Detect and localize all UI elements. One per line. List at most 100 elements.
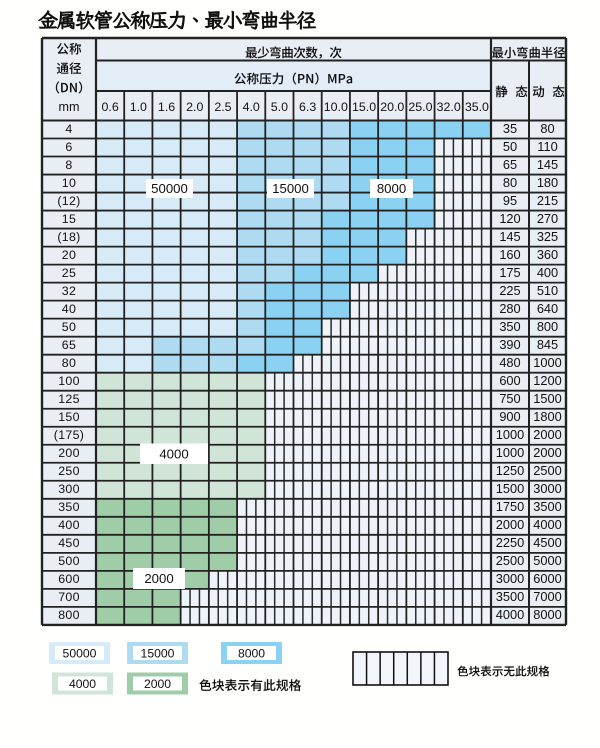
svg-text:4.0: 4.0 bbox=[243, 100, 260, 114]
svg-text:1.0: 1.0 bbox=[130, 100, 147, 114]
svg-text:1000: 1000 bbox=[496, 445, 524, 460]
svg-text:4: 4 bbox=[65, 122, 72, 136]
svg-text:3000: 3000 bbox=[533, 481, 561, 496]
svg-text:5.0: 5.0 bbox=[271, 100, 288, 114]
svg-text:(12): (12) bbox=[57, 194, 80, 208]
svg-text:4000: 4000 bbox=[69, 677, 96, 691]
svg-text:900: 900 bbox=[499, 409, 520, 424]
svg-text:20: 20 bbox=[62, 248, 76, 262]
svg-text:250: 250 bbox=[58, 464, 80, 478]
svg-text:600: 600 bbox=[58, 572, 80, 586]
svg-text:6: 6 bbox=[65, 140, 72, 154]
svg-text:35.0: 35.0 bbox=[465, 100, 489, 114]
svg-text:5000: 5000 bbox=[533, 553, 561, 568]
svg-text:110: 110 bbox=[537, 139, 557, 154]
svg-text:510: 510 bbox=[537, 283, 558, 298]
svg-text:800: 800 bbox=[58, 608, 80, 622]
svg-text:280: 280 bbox=[499, 301, 520, 316]
svg-text:600: 600 bbox=[499, 373, 520, 388]
svg-text:25.0: 25.0 bbox=[408, 100, 432, 114]
svg-text:400: 400 bbox=[537, 265, 558, 280]
svg-text:1250: 1250 bbox=[496, 463, 524, 478]
svg-text:10: 10 bbox=[62, 176, 76, 190]
svg-text:3000: 3000 bbox=[496, 571, 524, 586]
svg-text:450: 450 bbox=[58, 536, 80, 550]
svg-text:2250: 2250 bbox=[496, 535, 524, 550]
svg-text:750: 750 bbox=[499, 391, 520, 406]
svg-text:8000: 8000 bbox=[238, 646, 265, 660]
svg-text:15000: 15000 bbox=[141, 646, 175, 660]
svg-text:1000: 1000 bbox=[533, 355, 561, 370]
svg-text:50000: 50000 bbox=[151, 181, 188, 196]
svg-text:4000: 4000 bbox=[159, 446, 188, 461]
svg-text:350: 350 bbox=[58, 500, 80, 514]
svg-text:40: 40 bbox=[62, 302, 76, 316]
svg-text:1800: 1800 bbox=[533, 409, 561, 424]
svg-text:4000: 4000 bbox=[496, 607, 524, 622]
svg-text:(175): (175) bbox=[54, 428, 84, 442]
svg-text:20.0: 20.0 bbox=[380, 100, 404, 114]
svg-text:175: 175 bbox=[499, 265, 520, 280]
svg-text:640: 640 bbox=[537, 301, 558, 316]
svg-text:65: 65 bbox=[62, 338, 76, 352]
svg-text:32.0: 32.0 bbox=[437, 100, 461, 114]
svg-text:80: 80 bbox=[503, 175, 517, 190]
svg-text:480: 480 bbox=[499, 355, 520, 370]
svg-text:6.3: 6.3 bbox=[299, 100, 316, 114]
svg-text:1200: 1200 bbox=[533, 373, 561, 388]
svg-text:325: 325 bbox=[537, 229, 558, 244]
svg-text:2000: 2000 bbox=[144, 571, 173, 586]
svg-text:95: 95 bbox=[503, 193, 517, 208]
svg-text:845: 845 bbox=[537, 337, 558, 352]
svg-text:2000: 2000 bbox=[144, 677, 171, 691]
svg-text:3500: 3500 bbox=[533, 499, 561, 514]
svg-text:8: 8 bbox=[65, 158, 72, 172]
svg-text:120: 120 bbox=[499, 211, 520, 226]
svg-text:7000: 7000 bbox=[533, 589, 561, 604]
svg-text:215: 215 bbox=[537, 193, 558, 208]
svg-text:50: 50 bbox=[503, 139, 517, 154]
svg-text:2000: 2000 bbox=[533, 427, 561, 442]
svg-text:390: 390 bbox=[499, 337, 520, 352]
svg-text:1000: 1000 bbox=[496, 427, 524, 442]
svg-text:150: 150 bbox=[58, 410, 80, 424]
svg-text:2.5: 2.5 bbox=[214, 100, 231, 114]
svg-text:1500: 1500 bbox=[533, 391, 561, 406]
svg-text:65: 65 bbox=[503, 157, 517, 172]
svg-text:270: 270 bbox=[537, 211, 558, 226]
svg-text:80: 80 bbox=[540, 121, 554, 136]
svg-text:300: 300 bbox=[58, 482, 80, 496]
svg-text:500: 500 bbox=[58, 554, 80, 568]
svg-text:8000: 8000 bbox=[377, 181, 406, 196]
svg-text:8000: 8000 bbox=[533, 607, 561, 622]
svg-text:4500: 4500 bbox=[533, 535, 561, 550]
svg-text:125: 125 bbox=[58, 392, 80, 406]
svg-text:35: 35 bbox=[503, 121, 517, 136]
svg-text:3500: 3500 bbox=[496, 589, 524, 604]
svg-text:15.0: 15.0 bbox=[352, 100, 376, 114]
svg-text:50: 50 bbox=[62, 320, 76, 334]
svg-text:400: 400 bbox=[58, 518, 80, 532]
svg-text:mm: mm bbox=[59, 100, 80, 114]
svg-text:50000: 50000 bbox=[63, 646, 97, 660]
svg-text:2000: 2000 bbox=[533, 445, 561, 460]
svg-text:1750: 1750 bbox=[496, 499, 524, 514]
svg-text:2500: 2500 bbox=[533, 463, 561, 478]
svg-text:1500: 1500 bbox=[496, 481, 524, 496]
svg-text:160: 160 bbox=[499, 247, 520, 262]
svg-text:2.0: 2.0 bbox=[186, 100, 203, 114]
svg-text:800: 800 bbox=[537, 319, 558, 334]
svg-text:25: 25 bbox=[62, 266, 76, 280]
svg-text:2000: 2000 bbox=[496, 517, 524, 532]
svg-text:200: 200 bbox=[58, 446, 80, 460]
svg-text:32: 32 bbox=[62, 284, 76, 298]
svg-text:0.6: 0.6 bbox=[101, 100, 118, 114]
svg-text:15: 15 bbox=[62, 212, 76, 226]
svg-text:4000: 4000 bbox=[533, 517, 561, 532]
svg-text:145: 145 bbox=[499, 229, 520, 244]
svg-text:80: 80 bbox=[62, 356, 76, 370]
svg-text:10.0: 10.0 bbox=[324, 100, 348, 114]
svg-text:2500: 2500 bbox=[496, 553, 524, 568]
svg-text:15000: 15000 bbox=[272, 181, 309, 196]
svg-text:6000: 6000 bbox=[533, 571, 561, 586]
